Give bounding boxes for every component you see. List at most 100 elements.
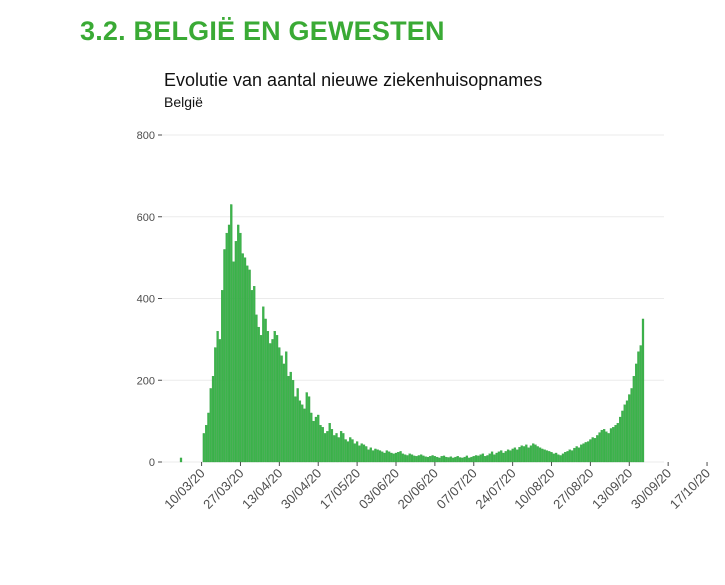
bar xyxy=(545,450,549,463)
bar xyxy=(216,331,219,463)
bar xyxy=(271,339,274,463)
bar xyxy=(639,345,642,463)
bar xyxy=(234,241,238,463)
bar xyxy=(374,448,377,463)
bar xyxy=(623,404,626,463)
bar xyxy=(426,456,430,463)
bar xyxy=(296,388,299,463)
bar xyxy=(566,451,569,463)
chart-title: Evolutie van aantal nieuwe ziekenhuisopn… xyxy=(164,70,543,90)
x-tick-label: 17/05/20 xyxy=(317,466,363,512)
bar xyxy=(287,376,290,463)
bar xyxy=(477,455,480,463)
bar xyxy=(619,416,622,463)
bar xyxy=(463,456,466,463)
bar xyxy=(223,249,226,463)
bar xyxy=(289,371,292,463)
x-axis: 10/03/2027/03/2013/04/2030/04/2017/05/20… xyxy=(161,462,713,512)
bar xyxy=(239,232,242,463)
bar xyxy=(390,452,393,463)
bar xyxy=(319,425,322,463)
bar xyxy=(397,452,400,463)
bar xyxy=(504,451,507,463)
x-tick-label: 10/03/20 xyxy=(161,466,207,512)
bar xyxy=(417,455,420,463)
bar xyxy=(321,427,324,463)
bar xyxy=(298,400,302,463)
bar xyxy=(442,455,446,463)
bar xyxy=(317,414,320,463)
bar xyxy=(303,408,306,463)
bar xyxy=(310,412,313,463)
bar xyxy=(603,429,606,463)
bar xyxy=(362,444,366,463)
bar xyxy=(285,351,288,463)
y-tick-label: 600 xyxy=(137,212,155,224)
bar xyxy=(383,452,386,463)
bar xyxy=(202,433,205,463)
bar xyxy=(557,454,560,463)
bar xyxy=(420,454,423,463)
bar xyxy=(612,427,615,463)
bar xyxy=(415,456,418,463)
bar xyxy=(621,410,624,463)
bar xyxy=(573,447,576,463)
bar xyxy=(511,448,514,463)
bar xyxy=(280,355,283,463)
bar xyxy=(481,453,485,463)
bar xyxy=(458,457,462,463)
bar xyxy=(207,412,210,463)
bar xyxy=(500,450,503,463)
bar xyxy=(225,232,228,463)
bar xyxy=(484,456,487,463)
bar xyxy=(323,433,327,463)
bar xyxy=(456,456,459,463)
bar xyxy=(600,429,603,463)
bar xyxy=(598,432,601,463)
bar xyxy=(616,423,619,463)
bar xyxy=(628,394,631,463)
bar xyxy=(440,456,443,463)
bar xyxy=(337,437,340,463)
y-tick-label: 400 xyxy=(137,294,155,306)
bar xyxy=(474,455,478,463)
bar xyxy=(305,392,308,463)
bar xyxy=(559,455,562,463)
bar xyxy=(493,454,496,463)
bar xyxy=(312,420,315,463)
bar xyxy=(227,224,231,463)
bar xyxy=(381,451,384,463)
bar xyxy=(509,450,512,463)
bar xyxy=(301,404,304,463)
bar xyxy=(488,453,491,463)
bar xyxy=(468,457,471,463)
x-tick-label: 30/09/20 xyxy=(628,466,674,512)
bar xyxy=(351,439,354,463)
bar xyxy=(527,447,530,463)
x-tick-label: 03/06/20 xyxy=(356,466,402,512)
x-tick-label: 13/09/20 xyxy=(589,466,635,512)
bar xyxy=(410,454,414,463)
bar xyxy=(221,290,224,463)
bar xyxy=(422,455,425,463)
page-heading: 3.2. BELGIË EN GEWESTEN xyxy=(80,16,445,46)
bar xyxy=(593,438,597,463)
bar xyxy=(179,457,183,463)
y-tick-label: 0 xyxy=(149,457,155,469)
bar xyxy=(413,455,416,463)
bar xyxy=(641,318,645,463)
bar xyxy=(465,455,469,463)
bar xyxy=(282,363,286,463)
y-axis: 0 200 400 600 800 xyxy=(137,130,162,469)
y-tick-label: 200 xyxy=(137,375,155,387)
bar xyxy=(342,433,345,463)
bar xyxy=(436,456,439,463)
bar xyxy=(291,380,295,463)
bar xyxy=(230,204,233,463)
bar xyxy=(232,261,235,463)
bar xyxy=(596,435,599,463)
bar xyxy=(255,314,258,463)
bar xyxy=(452,457,455,463)
bar xyxy=(632,376,635,463)
